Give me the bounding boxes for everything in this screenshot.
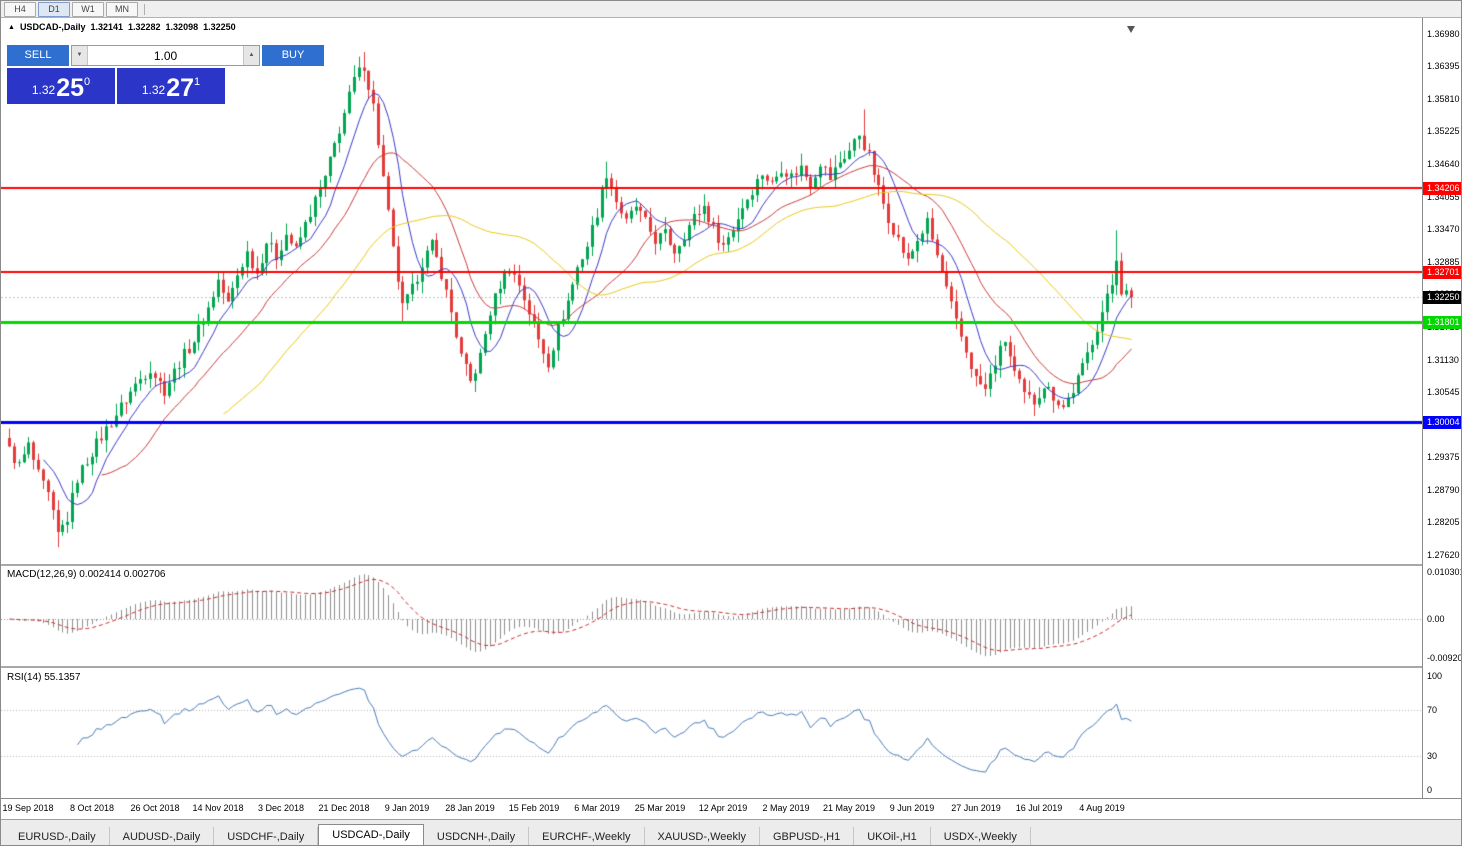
price-tick-0: 1.36980 xyxy=(1427,28,1460,39)
ohlc-open: 1.32141 xyxy=(90,22,123,32)
price-tick-13: 1.29375 xyxy=(1427,452,1460,463)
one-click-trading-panel: SELL ▼ ▲ BUY 1.32 25 0 1.32 27 1 xyxy=(7,45,324,104)
date-label-5: 21 Dec 2018 xyxy=(318,803,370,813)
price-chart-canvas[interactable] xyxy=(1,18,1422,564)
date-label-14: 9 Jun 2019 xyxy=(889,803,935,813)
chart-tab-usdx-weekly[interactable]: USDX-,Weekly xyxy=(931,827,1031,845)
date-label-12: 2 May 2019 xyxy=(762,803,810,813)
price-tick-4: 1.34640 xyxy=(1427,158,1460,169)
date-label-6: 9 Jan 2019 xyxy=(384,803,430,813)
timeframe-button-w1[interactable]: W1 xyxy=(72,1,104,17)
chart-symbol-label: USDCAD-,Daily xyxy=(19,22,86,32)
date-label-1: 8 Oct 2018 xyxy=(69,803,115,813)
rsi-indicator-label: RSI(14) 55.1357 xyxy=(7,672,81,683)
date-label-13: 21 May 2019 xyxy=(822,803,876,813)
price-tick-16: 1.27620 xyxy=(1427,550,1460,561)
price-tick-11: 1.30545 xyxy=(1427,387,1460,398)
chart-tab-audusd-daily[interactable]: AUDUSD-,Daily xyxy=(110,827,215,845)
date-label-3: 14 Nov 2018 xyxy=(192,803,244,813)
sell-button[interactable]: SELL xyxy=(7,45,69,66)
date-label-8: 15 Feb 2019 xyxy=(508,803,560,813)
date-label-15: 27 Jun 2019 xyxy=(951,803,1001,813)
panel-splitter-rsi[interactable] xyxy=(1,666,1461,668)
chart-tab-ukoil-h1[interactable]: UKOil-,H1 xyxy=(854,827,931,845)
buy-button[interactable]: BUY xyxy=(262,45,324,66)
buy-price-button[interactable]: 1.32 27 1 xyxy=(117,68,225,104)
chart-shift-marker[interactable] xyxy=(1127,26,1135,33)
panel-splitter-macd[interactable] xyxy=(1,564,1461,566)
timeframe-button-h4[interactable]: H4 xyxy=(4,1,36,17)
date-label-10: 25 Mar 2019 xyxy=(634,803,686,813)
rsi-axis-30-label: 30 xyxy=(1427,750,1438,761)
level-price-badge-0: 1.34206 xyxy=(1423,182,1461,196)
date-label-11: 12 Apr 2019 xyxy=(698,803,748,813)
sell-price-pipette: 0 xyxy=(84,76,91,88)
price-tick-7: 1.32885 xyxy=(1427,256,1460,267)
macd-axis-max-label: 0.0103011 xyxy=(1427,567,1461,577)
buy-price-pipette: 1 xyxy=(194,76,201,88)
price-tick-15: 1.28205 xyxy=(1427,517,1460,528)
timeframe-toolbar: H4 D1 W1 MN xyxy=(1,1,1461,18)
ohlc-low: 1.32098 xyxy=(165,22,199,32)
chart-tabs-bar: EURUSD-,Daily AUDUSD-,Daily USDCHF-,Daily U… xyxy=(1,819,1461,845)
toolbar-separator xyxy=(144,3,145,15)
price-axis[interactable]: 1.36980 1.36395 1.35810 1.35225 1.34640 1.340… xyxy=(1422,18,1461,798)
rsi-axis-100-label: 100 xyxy=(1427,671,1443,681)
rsi-axis-70-label: 70 xyxy=(1427,705,1438,716)
date-label-17: 4 Aug 2019 xyxy=(1079,803,1125,813)
date-label-4: 3 Dec 2018 xyxy=(257,803,305,813)
date-axis[interactable]: 19 Sep 2018 8 Oct 2018 26 Oct 2018 14 Nov 2… xyxy=(1,798,1461,819)
volume-decrease-icon[interactable]: ▼ xyxy=(72,46,88,65)
rsi-axis-0-label: 0 xyxy=(1427,785,1433,795)
timeframe-button-mn[interactable]: MN xyxy=(106,1,138,17)
price-tick-1: 1.36395 xyxy=(1427,61,1460,72)
ohlc-high: 1.32282 xyxy=(128,22,161,32)
volume-input[interactable] xyxy=(88,46,243,65)
price-tick-6: 1.33470 xyxy=(1427,224,1460,235)
current-price-badge: 1.32250 xyxy=(1423,291,1461,305)
chart-tab-usdcad-daily[interactable]: USDCAD-,Daily xyxy=(318,824,424,845)
date-label-7: 28 Jan 2019 xyxy=(445,803,495,813)
ohlc-close: 1.32250 xyxy=(203,22,236,32)
sell-price-big: 25 xyxy=(56,74,85,102)
chart-tab-xauusd-weekly[interactable]: XAUUSD-,Weekly xyxy=(645,827,760,845)
chart-tab-eurchf-weekly[interactable]: EURCHF-,Weekly xyxy=(529,827,645,845)
chart-title: ▲ USDCAD-,Daily 1.32141 1.32282 1.32098 … xyxy=(8,22,236,32)
price-tick-2: 1.35810 xyxy=(1427,93,1460,104)
rsi-indicator-canvas[interactable] xyxy=(1,668,1422,798)
chart-tab-usdchf-daily[interactable]: USDCHF-,Daily xyxy=(214,827,319,845)
chart-up-icon: ▲ xyxy=(8,23,15,31)
sell-price-button[interactable]: 1.32 25 0 xyxy=(7,68,115,104)
buy-price-big: 27 xyxy=(166,74,195,102)
chart-tab-gbpusd-h1[interactable]: GBPUSD-,H1 xyxy=(760,827,855,845)
volume-spinner: ▼ ▲ xyxy=(71,45,260,66)
date-label-2: 26 Oct 2018 xyxy=(130,803,180,813)
price-tick-5: 1.34055 xyxy=(1427,191,1460,202)
chart-tab-usdcnh-daily[interactable]: USDCNH-,Daily xyxy=(424,827,530,845)
price-tick-14: 1.28790 xyxy=(1427,484,1460,495)
volume-increase-icon[interactable]: ▲ xyxy=(243,46,259,65)
macd-axis-zero-label: 0.00 xyxy=(1427,614,1445,625)
date-label-9: 6 Mar 2019 xyxy=(574,803,620,813)
level-price-badge-3: 1.30004 xyxy=(1423,416,1461,430)
macd-indicator-label: MACD(12,26,9) 0.002414 0.002706 xyxy=(7,569,166,580)
timeframe-button-d1[interactable]: D1 xyxy=(38,1,70,17)
chart-tab-eurusd-daily[interactable]: EURUSD-,Daily xyxy=(5,827,110,845)
level-price-badge-1: 1.32701 xyxy=(1423,266,1461,279)
price-tick-3: 1.35225 xyxy=(1427,126,1460,137)
level-price-badge-2: 1.31801 xyxy=(1423,316,1461,330)
macd-axis-min-label: -0.0092030 xyxy=(1427,653,1461,663)
sell-price-prefix: 1.32 xyxy=(31,83,56,97)
date-label-16: 16 Jul 2019 xyxy=(1015,803,1063,813)
price-tick-10: 1.31130 xyxy=(1427,354,1459,365)
macd-indicator-canvas[interactable] xyxy=(1,566,1422,666)
date-label-0: 19 Sep 2018 xyxy=(2,803,54,813)
buy-price-prefix: 1.32 xyxy=(141,83,166,97)
